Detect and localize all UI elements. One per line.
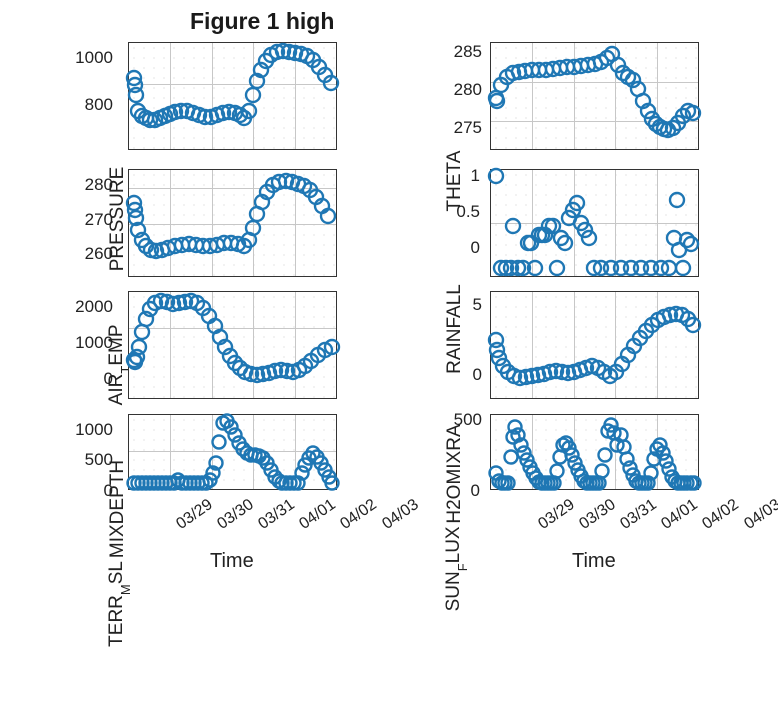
plot-airtemp (128, 169, 337, 277)
plot-terrmsl (128, 414, 337, 490)
plot-rainfall (490, 169, 699, 277)
scatter-h2omixra[interactable] (491, 292, 698, 398)
scatter-airtemp[interactable] (129, 170, 336, 276)
plot-h2omixra (490, 291, 699, 399)
ylabel-terrmsl: TERRMSL (106, 504, 130, 704)
figure-title: Figure 1 high (190, 8, 334, 35)
figure-page: Figure 1 high PRESSURE 1000 800 (0, 0, 778, 583)
plot-mixdepth (128, 291, 337, 399)
plot-pressure (128, 42, 337, 150)
scatter-rainfall[interactable] (491, 170, 698, 276)
plot-theta (490, 42, 699, 150)
xlabel-right: Time (572, 550, 616, 573)
ylabel-sunflux: SUNFLUX (443, 504, 467, 634)
scatter-mixdepth[interactable] (129, 292, 336, 398)
scatter-theta[interactable] (491, 43, 698, 149)
scatter-sunflux[interactable] (491, 415, 698, 489)
xlabel-left: Time (210, 550, 254, 573)
scatter-pressure[interactable] (129, 43, 336, 149)
plot-sunflux (490, 414, 699, 490)
scatter-terrmsl[interactable] (129, 415, 336, 489)
